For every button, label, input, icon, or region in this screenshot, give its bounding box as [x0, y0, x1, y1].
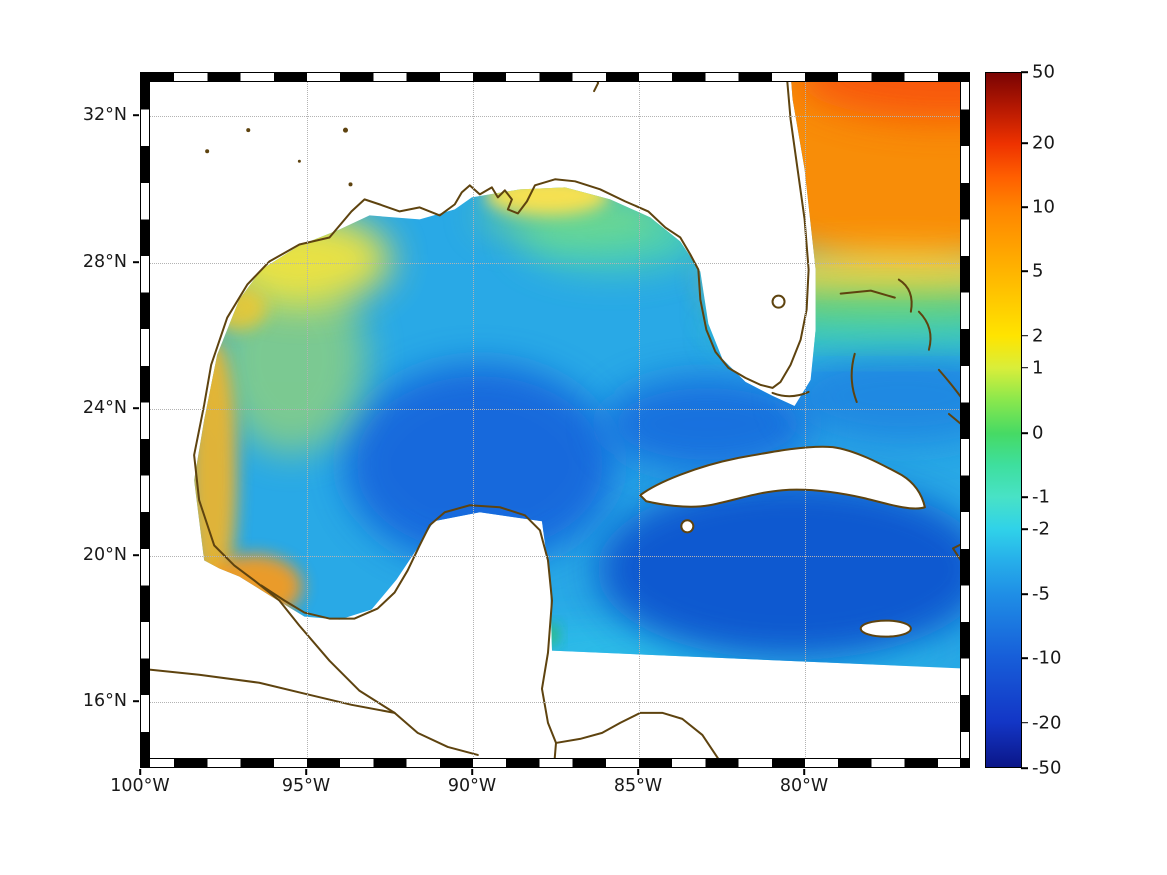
frame-border-top: [141, 73, 969, 82]
frame-border-bottom: [141, 758, 969, 767]
x-tick-label: 85°W: [613, 776, 663, 796]
y-tick-label: 20°N: [82, 545, 127, 566]
y-tick-label: 16°N: [82, 691, 127, 712]
frame-corner-icon: [141, 758, 150, 767]
bahamas-grand-bahama: [839, 289, 896, 299]
x-tick-label: 100°W: [110, 776, 170, 796]
colorbar-tick-label: 2: [1032, 325, 1044, 347]
map-svg: [141, 73, 969, 767]
ocean-color-field: [194, 73, 969, 669]
mexico-inland-line: [141, 667, 396, 714]
colorbar-tick-label: 10: [1032, 196, 1055, 218]
colorbar-tick-mark: [1021, 367, 1028, 369]
bahamas-andros: [850, 352, 858, 403]
y-tick-mark: [133, 700, 139, 702]
bahamas-eleuthera: [917, 310, 932, 351]
colorbar-tick-mark: [1021, 657, 1028, 659]
colorbar-tick-label: -1: [1032, 486, 1050, 508]
colorbar-tick-label: 0: [1032, 422, 1044, 444]
colorbar-tick-label: -5: [1032, 583, 1050, 605]
gulf-main-coastline: [193, 73, 810, 714]
yucatan-coastline: [260, 504, 558, 767]
x-tick-mark: [471, 769, 473, 775]
colorbar-tick-label: -20: [1032, 712, 1062, 734]
frame-corner-icon: [960, 73, 969, 82]
y-tick-label: 28°N: [82, 252, 127, 272]
colorbar-tick-label: 50: [1032, 61, 1055, 83]
colorbar-tick-mark: [1021, 528, 1028, 531]
colorbar-tick-label: 1: [1032, 357, 1044, 379]
colorbar-tick-mark: [1021, 206, 1028, 208]
frame-border-left: [141, 73, 150, 767]
inland-lakes: [205, 127, 353, 187]
frame-corner-icon: [141, 73, 150, 82]
x-tick-mark: [803, 769, 805, 775]
y-tick-label: 24°N: [82, 398, 127, 419]
central-america-coast: [555, 711, 728, 767]
bahamas-small-cay: [947, 412, 962, 426]
x-tick-mark: [139, 769, 141, 775]
colorbar-tick-mark: [1021, 721, 1028, 724]
colorbar-tick-mark: [1021, 432, 1028, 435]
colorbar-tick-label: 5: [1032, 260, 1044, 282]
colorbar-tick-mark: [1021, 270, 1028, 272]
cuba-outline: [639, 445, 926, 510]
colorbar-tick-mark: [1021, 593, 1028, 595]
colorbar-tick-mark: [1021, 334, 1028, 337]
x-tick-label: 90°W: [447, 776, 497, 796]
y-tick-mark: [133, 407, 139, 409]
y-tick-label: 32°N: [82, 105, 127, 126]
frame-corner-icon: [960, 758, 969, 767]
bahamas-abaco: [897, 278, 913, 313]
colorbar-tick-mark: [1021, 142, 1028, 144]
colorbar-tick-mark: [1021, 496, 1028, 499]
x-tick-label: 95°W: [281, 776, 331, 796]
map-frame: [140, 72, 970, 768]
colorbar-tick-label: -10: [1032, 647, 1062, 669]
frame-border-right: [960, 73, 969, 767]
x-tick-mark: [637, 769, 639, 775]
x-tick-label: 80°W: [779, 776, 829, 796]
mexico-south-coast: [393, 711, 479, 756]
jamaica-outline: [859, 619, 912, 638]
colorbar-tick-mark: [1021, 767, 1028, 769]
colorbar-tick-mark: [1021, 71, 1028, 73]
y-tick-mark: [133, 261, 139, 263]
y-tick-mark: [133, 114, 139, 116]
lake-okeechobee: [771, 294, 786, 309]
y-tick-mark: [133, 554, 139, 556]
colorbar: [985, 72, 1022, 768]
coastlines: [141, 73, 969, 767]
colorbar-tick-label: -2: [1032, 518, 1050, 540]
colorbar-tick-label: 20: [1032, 132, 1055, 154]
isle-of-youth: [680, 519, 695, 534]
x-tick-mark: [305, 769, 307, 775]
colorbar-tick-label: -50: [1032, 757, 1062, 779]
